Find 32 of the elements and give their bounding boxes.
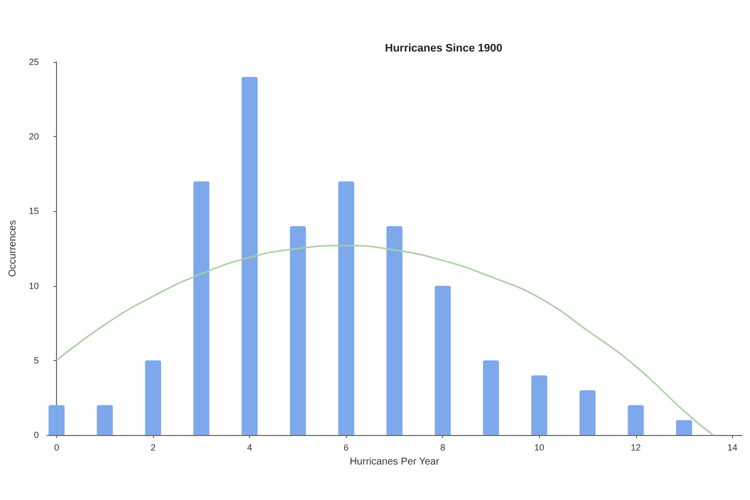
x-tick-label: 12 [630,442,641,452]
bar [531,375,548,435]
x-tick-label: 8 [440,442,446,452]
bar [48,405,65,435]
x-axis-title: Hurricanes Per Year [350,456,440,468]
x-tick-label: 4 [247,442,252,452]
x-tick-label: 6 [344,442,349,452]
bar [386,226,402,435]
x-tick-label: 0 [54,442,60,452]
line-series [56,244,714,436]
bar [434,286,451,435]
y-tick-label: 5 [34,355,39,366]
chart-title: Hurricanes Since 1900 [385,42,502,54]
y-tick-label: 10 [28,280,39,291]
bar [96,405,113,435]
y-tick-label: 0 [34,430,39,440]
y-tick-label: 25 [28,57,39,67]
bar [676,420,692,435]
x-tick-label: 14 [727,442,738,452]
y-tick-label: 20 [28,132,39,142]
bar [242,76,258,435]
x-tick-label: 10 [534,442,544,452]
bar [193,181,210,435]
bar [290,226,306,435]
bar [628,405,644,435]
bar [580,390,596,435]
y-tick-label: 15 [28,206,39,216]
bar [482,360,499,435]
bar [338,181,354,435]
y-axis-title: Occurrences [8,220,18,277]
bar [145,360,162,435]
x-tick-label: 2 [150,442,156,452]
